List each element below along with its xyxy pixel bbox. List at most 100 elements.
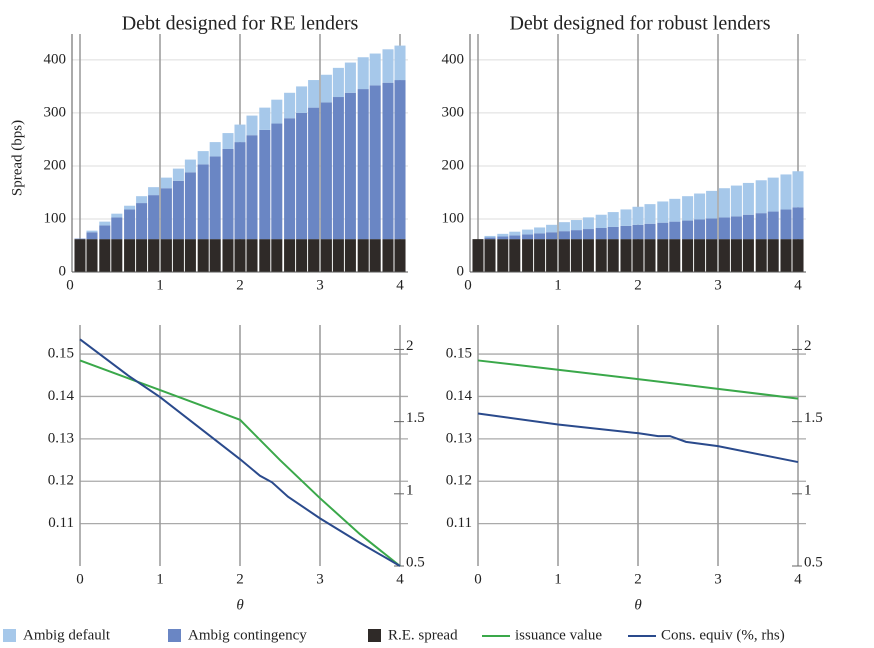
bar-segment — [570, 239, 582, 272]
bar-segment — [357, 57, 369, 90]
bar-segment — [382, 239, 394, 272]
bar-segment — [357, 239, 369, 272]
bar-segment — [694, 219, 706, 240]
x-axis-label: θ — [236, 597, 244, 613]
bar-segment — [271, 123, 283, 240]
bar-segment — [74, 239, 86, 272]
bar-segment — [197, 151, 209, 165]
bar-segment — [570, 230, 582, 240]
x-tick-label: 4 — [794, 571, 802, 587]
bar-segment — [706, 190, 718, 219]
x-tick-label: 2 — [634, 571, 642, 587]
bar-segment — [332, 97, 344, 240]
y-tick-label: 400 — [44, 51, 67, 67]
bar-segment — [682, 239, 694, 272]
bar-segment — [718, 188, 730, 218]
bar-segment — [197, 239, 209, 272]
bar-segment — [558, 239, 570, 272]
legend-swatch — [3, 629, 16, 642]
bar-segment — [718, 217, 730, 240]
bar-segment — [344, 62, 356, 93]
bar-segment — [234, 124, 246, 143]
y-tick-label: 0.12 — [48, 473, 74, 489]
y-tick-label: 0.15 — [446, 346, 472, 362]
bar-segment — [792, 207, 804, 240]
bar-segment — [148, 195, 160, 240]
bar-segment — [522, 234, 534, 240]
bar-segment — [682, 196, 694, 221]
bar-segment — [694, 193, 706, 220]
bar-segment — [546, 224, 558, 233]
bar-segment — [344, 92, 356, 240]
x-tick-label: 0 — [76, 571, 84, 587]
x-tick-label: 1 — [156, 571, 164, 587]
y2-tick-label: 1.5 — [804, 410, 823, 426]
bar-segment — [620, 209, 632, 226]
bar-segment — [369, 53, 381, 86]
bar-segment — [296, 239, 308, 272]
bar-segment — [172, 180, 184, 240]
bar-segment — [184, 239, 196, 272]
bar-segment — [497, 239, 509, 272]
bar-segment — [730, 185, 742, 217]
bar-segment — [730, 216, 742, 240]
bar-segment — [246, 115, 258, 136]
bar-segment — [546, 239, 558, 272]
x-tick-label: 3 — [316, 277, 324, 293]
bar-segment — [755, 213, 767, 240]
legend-swatch — [368, 629, 381, 642]
bar-segment — [184, 172, 196, 240]
bar-segment — [657, 201, 669, 223]
bar-segment — [74, 238, 86, 240]
bar-segment — [582, 229, 594, 240]
bar-segment — [332, 239, 344, 272]
bar-segment — [136, 203, 148, 240]
bar-segment — [111, 213, 123, 218]
bar-segment — [222, 148, 234, 240]
y-tick-label: 0.11 — [48, 515, 74, 531]
bar-segment — [620, 225, 632, 240]
bar-segment — [718, 239, 730, 272]
bar-segment — [620, 239, 632, 272]
y-tick-label: 0 — [457, 263, 465, 279]
bar-segment — [148, 187, 160, 196]
bar-segment — [124, 209, 136, 240]
bar-segment — [632, 206, 644, 225]
bar-segment — [534, 239, 546, 272]
bar-segment — [99, 239, 111, 272]
bar-segment — [160, 177, 172, 189]
bar-segment — [484, 239, 496, 272]
bar-segment — [595, 239, 607, 272]
bar-segment — [357, 89, 369, 240]
bar-segment — [792, 171, 804, 208]
bar-segment — [755, 180, 767, 214]
bar-segment — [382, 49, 394, 83]
bar-segment — [246, 135, 258, 240]
y-tick-label: 0.15 — [48, 346, 74, 362]
bar-segment — [197, 164, 209, 240]
bar-segment — [657, 239, 669, 272]
y-tick-label: 0.12 — [446, 473, 472, 489]
bar-segment — [296, 86, 308, 113]
bar-segment — [522, 229, 534, 235]
x-tick-label: 1 — [554, 277, 562, 293]
bar-segment — [308, 107, 320, 240]
bar-segment — [86, 232, 98, 240]
bar-segment — [369, 239, 381, 272]
x-tick-label: 3 — [316, 571, 324, 587]
bar-segment — [669, 239, 681, 272]
line-series — [477, 412, 799, 464]
bar-segment — [271, 239, 283, 272]
bar-segment — [607, 212, 619, 227]
bar-segment — [607, 226, 619, 240]
bar-segment — [160, 188, 172, 240]
y-tick-label: 200 — [44, 157, 67, 173]
bar-segment — [308, 239, 320, 272]
bar-segment — [509, 231, 521, 236]
bar-segment — [234, 142, 246, 240]
bar-segment — [780, 239, 792, 272]
bar-segment — [730, 239, 742, 272]
bar-segment — [172, 239, 184, 272]
y-tick-label: 400 — [442, 51, 465, 67]
y-tick-label: 0.13 — [446, 430, 472, 446]
